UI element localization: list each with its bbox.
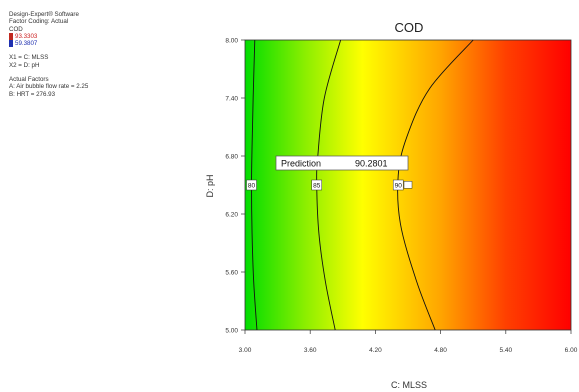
contour-line-90 (397, 39, 474, 331)
y-axis-ticks: 5.00 5.60 6.20 6.80 7.40 8.00 (225, 38, 245, 335)
actual-factors-title: Actual Factors (9, 76, 49, 84)
factor-coding-label: Factor Coding: Actual (9, 18, 69, 26)
x-tick-label: 3.60 (304, 347, 317, 354)
response-label: COD (9, 25, 23, 33)
y-tick-label: 6.20 (225, 212, 238, 219)
y-tick-label: 7.40 (225, 96, 238, 103)
x-tick-label: 6.00 (565, 347, 578, 354)
x-axis-ticks: 3.00 3.60 4.20 4.80 5.40 6.00 (239, 330, 578, 354)
y-axis-label: D: pH (205, 174, 215, 197)
x-tick-label: 4.20 (369, 347, 382, 354)
x2-label: X2 = D: pH (9, 61, 40, 69)
legend-high-swatch (9, 32, 13, 40)
x-tick-label: 4.80 (434, 347, 447, 354)
x-tick-label: 5.40 (499, 347, 512, 354)
legend-low-value: 59.3807 (15, 40, 38, 48)
y-tick-label: 5.60 (225, 270, 238, 277)
contour-label-box-80 (246, 179, 257, 191)
legend-high: 93.3303 (9, 32, 129, 40)
contour-label-box-90 (392, 179, 404, 191)
contour-label-box-85 (311, 179, 322, 191)
legend-low-swatch (9, 40, 13, 48)
legend-low: 59.3807 (9, 40, 129, 48)
prediction-marker (403, 181, 413, 189)
contour-label-80: 80 (248, 183, 256, 190)
y-tick-label: 5.00 (225, 328, 238, 335)
chart-title: COD (395, 20, 424, 35)
software-label: Design-Expert® Software (9, 11, 79, 18)
contour-label-90: 90 (395, 183, 403, 190)
contour-label-85: 85 (313, 183, 321, 190)
x-tick-label: 3.00 (239, 347, 252, 354)
x1-label: X1 = C: MLSS (9, 54, 49, 62)
factor-a-label: A: Air bubble flow rate = 2.25 (9, 83, 89, 91)
prediction-flag: Prediction 90.2801 (275, 155, 413, 189)
factor-b-label: B: HRT = 276.93 (9, 90, 56, 98)
prediction-value: 90.2801 (355, 159, 388, 169)
y-tick-label: 8.00 (225, 38, 238, 45)
x-axis-label: C: MLSS (391, 380, 427, 390)
info-panel: Design-Expert® Software Factor Coding: A… (9, 11, 129, 98)
y-tick-label: 6.80 (225, 154, 238, 161)
prediction-box (275, 155, 409, 171)
prediction-label: Prediction (281, 159, 321, 169)
legend-high-value: 93.3303 (15, 32, 38, 40)
contour-labels: 80 85 90 (246, 179, 404, 191)
